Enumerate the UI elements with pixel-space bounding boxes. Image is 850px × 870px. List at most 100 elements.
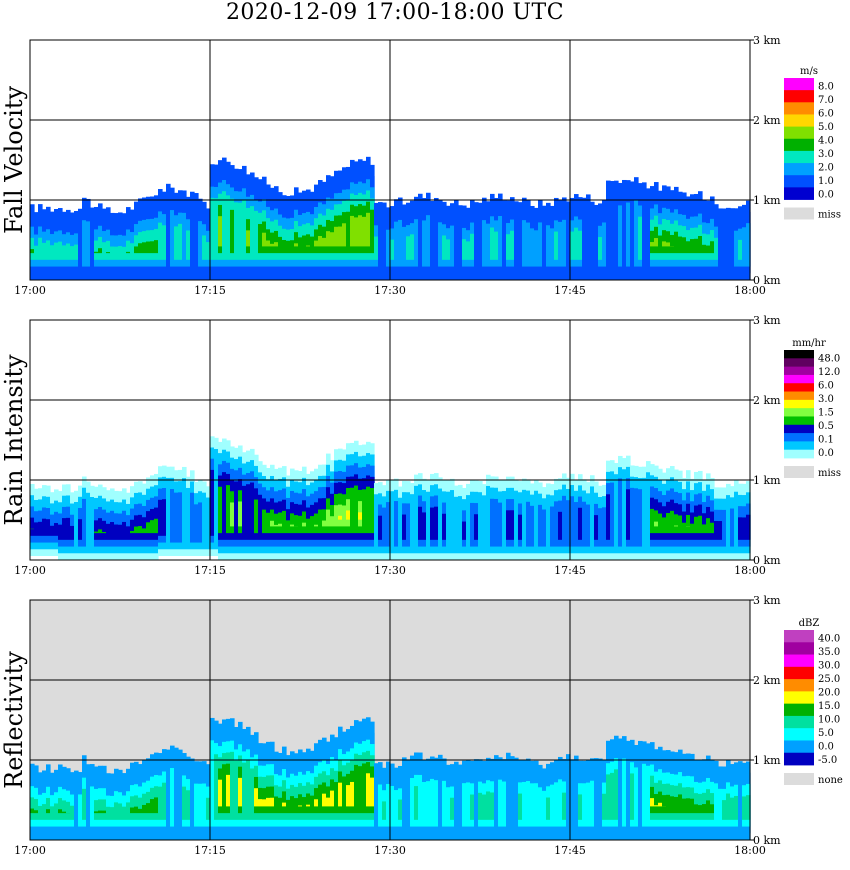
- echo-core: [706, 246, 711, 254]
- echo-core: [606, 774, 611, 819]
- echo-core: [226, 775, 231, 807]
- echo-core: [650, 509, 655, 533]
- echo-core: [702, 524, 707, 533]
- echo-core: [170, 489, 175, 543]
- echo-core: [734, 796, 739, 820]
- echo-core: [54, 803, 59, 819]
- echo-core: [474, 514, 479, 540]
- echo-core: [418, 205, 423, 273]
- echo-core: [354, 486, 359, 534]
- echo-core: [706, 518, 711, 533]
- echo-core: [330, 516, 335, 526]
- echo-core: [274, 231, 279, 253]
- echo-core: [194, 784, 199, 827]
- echo-core: [90, 497, 95, 553]
- x-tick-label: 17:15: [194, 844, 226, 857]
- echo-core: [190, 493, 195, 543]
- echo-core: [538, 787, 543, 826]
- echo-core: [82, 789, 87, 820]
- echo-core: [450, 226, 455, 267]
- echo-core: [66, 244, 71, 260]
- echo-core: [414, 486, 419, 553]
- echo-core: [438, 766, 443, 833]
- echo-core: [82, 220, 87, 266]
- echo-core: [534, 491, 539, 554]
- echo-core: [510, 231, 515, 260]
- echo-core: [254, 788, 259, 806]
- echo-core: [202, 493, 207, 550]
- echo-core: [134, 246, 139, 253]
- echo-core: [486, 486, 491, 553]
- legend-label: -5.0: [818, 755, 837, 766]
- echo-core: [102, 242, 107, 260]
- echo-core: [282, 511, 287, 533]
- echo-core: [546, 495, 551, 554]
- echo-core: [146, 803, 151, 813]
- echo-core: [594, 216, 599, 273]
- echo-core: [94, 811, 99, 813]
- y-tick-label: 2 km: [753, 114, 781, 127]
- y-tick-label: 3 km: [753, 594, 781, 607]
- y-tick-label: 2 km: [753, 394, 781, 407]
- legend-label: 0.5: [818, 421, 834, 432]
- echo-core: [742, 796, 747, 819]
- echo-core: [362, 763, 367, 813]
- echo-core: [358, 766, 363, 813]
- echo-core: [158, 787, 163, 820]
- echo-core: [154, 240, 159, 253]
- echo-core: [338, 505, 343, 527]
- echo-core: [606, 494, 611, 540]
- echo-core: [290, 240, 295, 253]
- legend-label: 20.0: [818, 688, 840, 699]
- echo-core: [582, 502, 587, 547]
- legend-label: 48.0: [818, 354, 840, 365]
- legend-swatch: [784, 350, 814, 359]
- echo-core: [638, 489, 643, 546]
- echo-core: [394, 222, 399, 267]
- echo-core: [586, 505, 591, 547]
- echo-core: [666, 231, 671, 253]
- echo-core: [134, 807, 139, 813]
- echo-core: [398, 800, 403, 820]
- legend-label: 0.0: [818, 448, 834, 459]
- echo-core: [462, 783, 467, 826]
- echo-core: [30, 238, 35, 260]
- echo-core: [618, 750, 623, 834]
- echo-core: [490, 227, 495, 259]
- echo-core: [150, 520, 155, 533]
- echo-core: [290, 513, 295, 533]
- echo-core: [182, 213, 187, 267]
- legend-swatch: [784, 441, 814, 450]
- echo-core: [370, 210, 375, 253]
- echo-core: [274, 514, 279, 533]
- echo-core: [114, 247, 119, 260]
- echo-core: [402, 515, 407, 540]
- legend-label: 30.0: [818, 661, 840, 672]
- legend-unit: m/s: [800, 66, 818, 77]
- echo-core: [634, 200, 639, 267]
- echo-core: [410, 234, 415, 260]
- echo-core: [650, 231, 655, 253]
- y-tick-label: 3 km: [753, 34, 781, 47]
- echo-core: [86, 493, 91, 553]
- echo-core: [90, 786, 95, 826]
- echo-core: [614, 192, 619, 273]
- legend-swatch: [784, 450, 814, 459]
- echo-core: [98, 529, 103, 533]
- x-tick-label: 17:45: [554, 284, 586, 297]
- echo-core: [598, 770, 603, 834]
- echo-core: [442, 235, 447, 259]
- echo-core: [54, 523, 59, 536]
- echo-core: [182, 478, 187, 549]
- echo-core: [122, 807, 127, 820]
- echo-core: [630, 488, 635, 547]
- echo-core: [198, 784, 203, 827]
- echo-core: [302, 797, 307, 813]
- echo-core: [470, 795, 475, 820]
- echo-core: [46, 240, 51, 259]
- echo-core: [362, 217, 367, 247]
- echo-core: [666, 242, 671, 246]
- echo-core: [610, 483, 615, 547]
- legend-unit: mm/hr: [792, 338, 826, 349]
- echo-core: [314, 799, 319, 806]
